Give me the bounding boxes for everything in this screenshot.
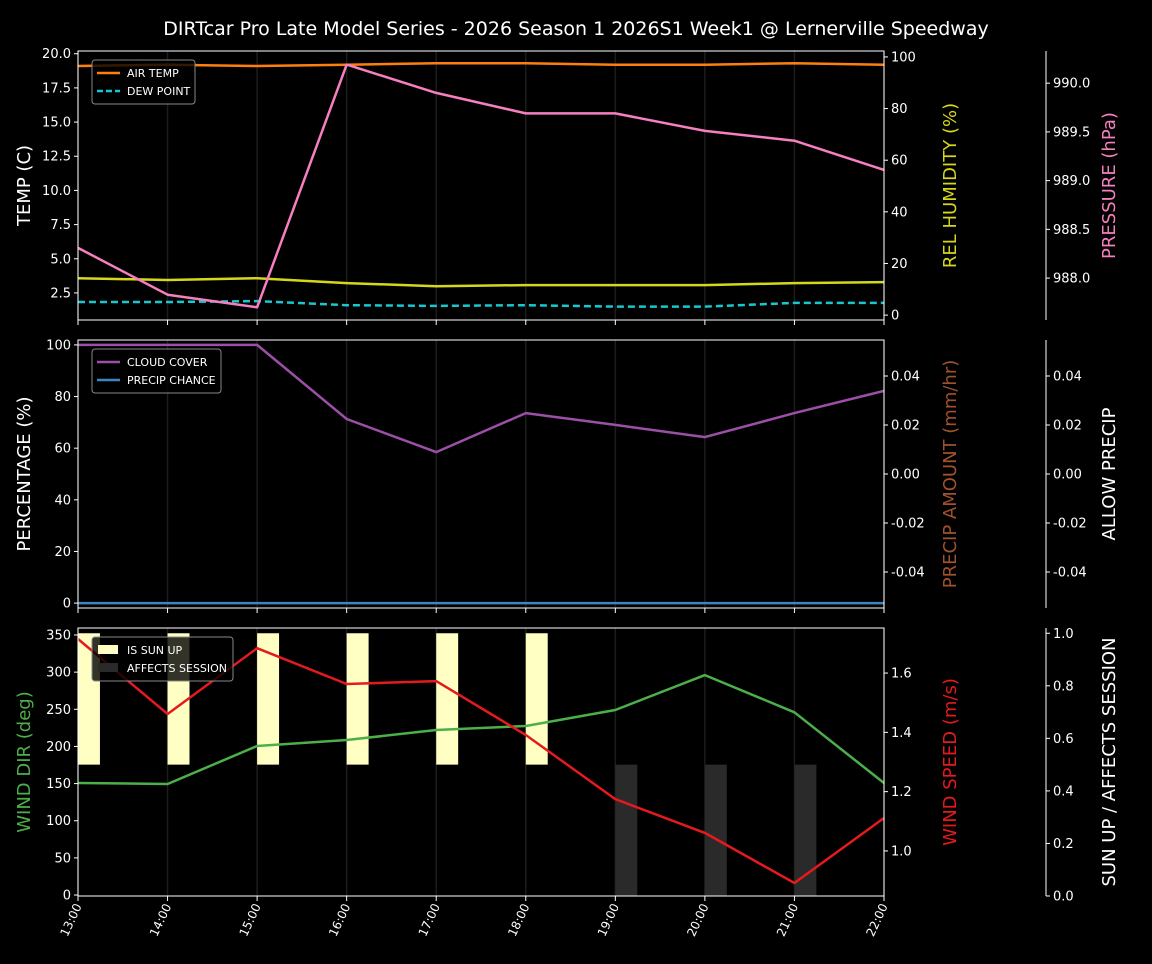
tick-label: -0.02 [891, 516, 925, 531]
series-air-temp [77, 62, 885, 68]
tick-label: 60 [891, 154, 908, 169]
tick-label: 15.0 [42, 116, 71, 131]
tick-label: -0.04 [891, 565, 925, 580]
tick-label: 0.04 [1053, 370, 1082, 385]
legend: IS SUN UP AFFECTS SESSION [91, 636, 234, 682]
tick-label: 0 [63, 597, 71, 612]
axis-label: ALLOW PRECIP [1099, 407, 1120, 540]
axis-label: REL HUMIDITY (%) [940, 103, 961, 268]
tick-label: 100 [891, 50, 916, 65]
tick-label: 80 [54, 390, 71, 405]
tick-label: 0 [63, 889, 71, 904]
panel-weather: 2.5 5.0 7.5 10.0 12.5 15.0 17.5 20.0 TEMP (C) 0 20… [14, 47, 1120, 325]
bar-is-sun-up [257, 633, 280, 765]
panel-wind: 0 50 100 150 200 250 300 350 WIND DIR (deg) 1.0 1.… [14, 627, 1120, 939]
tick-label: 5.0 [50, 252, 71, 267]
chart-title: DIRTcar Pro Late Model Series - 2026 Sea… [163, 18, 988, 40]
tick-label: 2.5 [50, 286, 71, 301]
series-wind-dir [77, 673, 885, 786]
legend-swatch [98, 645, 118, 654]
tick-label: 150 [46, 777, 71, 792]
legend-label: AIR TEMP [127, 67, 179, 80]
axis-label: WIND DIR (deg) [14, 691, 35, 833]
tick-label: 0.4 [1053, 784, 1074, 799]
axis-label: PRESSURE (hPa) [1099, 112, 1120, 259]
legend-label: CLOUD COVER [127, 356, 208, 369]
series-rel-humidity [77, 276, 885, 288]
tick-label: 0.2 [1053, 837, 1074, 852]
legend: AIR TEMP DEW POINT [91, 59, 196, 105]
plot-frame [77, 50, 885, 321]
tick-label: 0.02 [891, 419, 920, 434]
tick-label: 10.0 [42, 184, 71, 199]
tick-label: 1.6 [891, 667, 912, 682]
tick-label: 250 [46, 703, 71, 718]
legend-label: PRECIP CHANCE [127, 374, 216, 387]
tick-label: 200 [46, 740, 71, 755]
tick-label: 17.5 [42, 81, 71, 96]
tick-label: 1.0 [1053, 627, 1074, 642]
tick-label: 989.0 [1053, 174, 1090, 189]
tick-label: 0.04 [891, 370, 920, 385]
tick-label: 0.6 [1053, 732, 1074, 747]
tick-label: 20.0 [42, 47, 71, 62]
tick-label: 0.02 [1053, 419, 1082, 434]
series-cloud-cover [78, 343, 885, 454]
legend-box [91, 348, 222, 394]
legend-label: IS SUN UP [127, 644, 183, 657]
tick-label: 0.0 [1053, 890, 1074, 905]
tick-label: 1.4 [891, 726, 912, 741]
tick-label: 988.5 [1053, 223, 1090, 238]
legend-box [91, 636, 234, 682]
tick-label: 50 [54, 851, 71, 866]
panel-precip: 0 20 40 60 80 100 PERCENTAGE (%) -0.04 -0.02 0.00… [14, 338, 1120, 613]
tick-label: 300 [46, 666, 71, 681]
legend-swatch [98, 663, 118, 672]
bar-affects-session [794, 764, 817, 896]
tick-label: 0 [891, 309, 899, 324]
plot-frame [77, 627, 885, 897]
tick-label: 100 [46, 814, 71, 829]
legend-label: DEW POINT [127, 85, 191, 98]
tick-label: 0.00 [1053, 468, 1082, 483]
tick-label: 0.8 [1053, 679, 1074, 694]
bar-affects-session [615, 764, 638, 896]
bar-is-sun-up [525, 633, 548, 765]
legend: CLOUD COVER PRECIP CHANCE [91, 348, 222, 394]
tick-label: 7.5 [50, 218, 71, 233]
bar-affects-session [704, 764, 727, 896]
tick-label: 12.5 [42, 150, 71, 165]
axis-label: TEMP (C) [14, 145, 35, 227]
axis-label: SUN UP / AFFECTS SESSION [1099, 637, 1120, 886]
tick-label: 40 [891, 205, 908, 220]
tick-label: 80 [891, 102, 908, 117]
axis-label: WIND SPEED (m/s) [940, 678, 961, 846]
bar-is-sun-up [346, 633, 369, 765]
tick-label: 990.0 [1053, 77, 1090, 92]
tick-label: 100 [46, 338, 71, 353]
axis-label: PRECIP AMOUNT (mm/hr) [940, 360, 961, 589]
series-pressure [77, 63, 885, 309]
tick-label: -0.04 [1053, 565, 1087, 580]
bar-is-sun-up [436, 633, 459, 765]
tick-label: -0.02 [1053, 516, 1087, 531]
tick-label: 1.2 [891, 785, 912, 800]
tick-label: 988.0 [1053, 272, 1090, 287]
tick-label: 60 [54, 442, 71, 457]
tick-label: 0.00 [891, 468, 920, 483]
tick-label: 989.5 [1053, 125, 1090, 140]
legend-box [91, 59, 196, 105]
tick-label: 350 [46, 628, 71, 643]
tick-label: 40 [54, 493, 71, 508]
tick-label: 20 [891, 257, 908, 272]
tick-label: 1.0 [891, 844, 912, 859]
axis-label: PERCENTAGE (%) [14, 396, 35, 551]
legend-label: AFFECTS SESSION [127, 662, 227, 675]
tick-label: 20 [54, 545, 71, 560]
